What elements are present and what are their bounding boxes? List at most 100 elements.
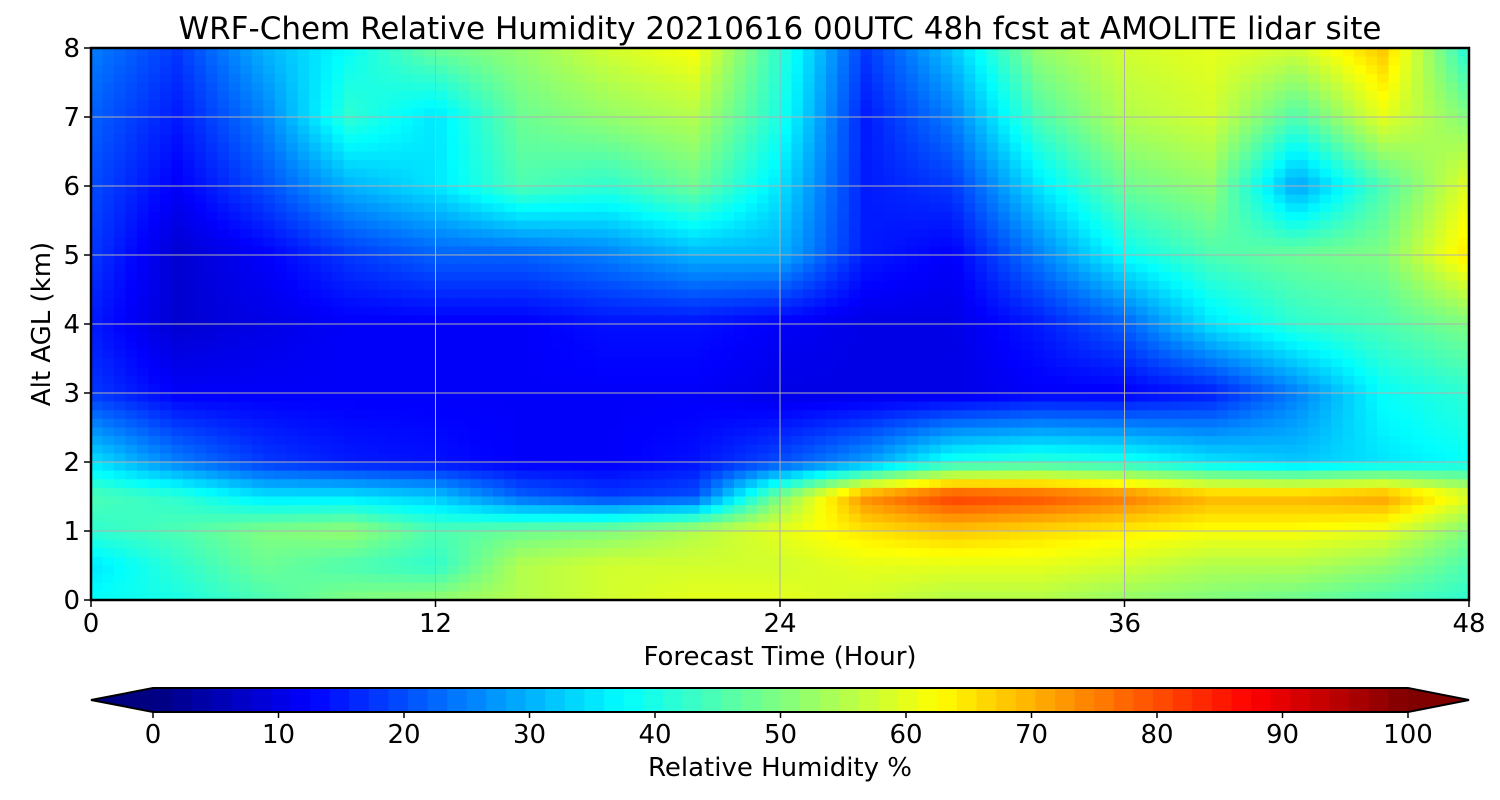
heatmap-cell	[217, 160, 230, 170]
heatmap-cell	[871, 341, 884, 351]
heatmap-cell	[1101, 56, 1114, 66]
heatmap-cell	[91, 393, 104, 403]
heatmap-cell	[619, 229, 632, 239]
heatmap-cell	[1124, 341, 1137, 351]
heatmap-cell	[802, 358, 816, 368]
heatmap-cell	[906, 186, 919, 196]
heatmap-cell	[1193, 306, 1206, 316]
heatmap-cell	[446, 203, 460, 213]
heatmap-cell	[320, 73, 333, 84]
heatmap-cell	[228, 82, 241, 92]
heatmap-cell	[217, 91, 230, 101]
heatmap-cell	[550, 160, 563, 170]
heatmap-cell	[1377, 108, 1390, 118]
heatmap-cell	[1227, 332, 1240, 342]
heatmap-cell	[837, 324, 850, 334]
heatmap-cell	[263, 220, 276, 230]
heatmap-cell	[1331, 186, 1344, 196]
heatmap-cell	[1411, 272, 1424, 282]
heatmap-cell	[159, 142, 172, 153]
heatmap-cell	[802, 263, 816, 273]
heatmap-cell	[1147, 384, 1160, 394]
heatmap-cell	[320, 315, 333, 325]
heatmap-cell	[848, 324, 861, 334]
heatmap-cell	[1239, 375, 1252, 385]
heatmap-cell	[1090, 211, 1103, 222]
heatmap-cell	[802, 298, 816, 308]
heatmap-cell	[1124, 393, 1137, 403]
heatmap-cell	[653, 186, 666, 196]
heatmap-cell	[860, 272, 873, 282]
heatmap-cell	[561, 280, 574, 291]
heatmap-cell	[573, 134, 586, 144]
heatmap-cell	[228, 332, 241, 342]
heatmap-cell	[251, 91, 264, 101]
heatmap-cell	[1377, 142, 1390, 153]
heatmap-cell	[194, 229, 207, 239]
heatmap-cell	[1009, 211, 1022, 222]
heatmap-cell	[492, 349, 505, 360]
heatmap-cell	[734, 246, 747, 256]
heatmap-cell	[492, 203, 505, 213]
heatmap-cell	[343, 168, 356, 178]
heatmap-cell	[768, 151, 781, 161]
heatmap-cell	[240, 194, 253, 204]
heatmap-cell	[159, 246, 172, 256]
heatmap-cell	[171, 177, 184, 187]
heatmap-cell	[1411, 324, 1424, 334]
heatmap-cell	[217, 186, 230, 196]
heatmap-cell	[1388, 56, 1401, 66]
heatmap-cell	[125, 117, 138, 127]
heatmap-cell	[860, 134, 873, 144]
heatmap-cell	[263, 186, 276, 196]
heatmap-cell	[745, 237, 758, 247]
heatmap-cell	[1446, 108, 1459, 118]
heatmap-cell	[894, 332, 907, 342]
heatmap-cell	[561, 99, 574, 109]
heatmap-cell	[883, 367, 896, 377]
heatmap-cell	[1204, 194, 1217, 204]
heatmap-cell	[435, 56, 448, 66]
heatmap-cell	[424, 73, 437, 84]
heatmap-cell	[1388, 160, 1401, 170]
heatmap-cell	[871, 298, 884, 308]
heatmap-cell	[378, 229, 391, 239]
heatmap-cell	[561, 375, 574, 385]
heatmap-cell	[1227, 289, 1240, 299]
heatmap-cell	[561, 229, 574, 239]
heatmap-cell	[1124, 48, 1137, 58]
heatmap-cell	[148, 384, 161, 394]
heatmap-cell	[148, 160, 161, 170]
heatmap-cell	[780, 203, 793, 213]
heatmap-cell	[929, 237, 942, 247]
heatmap-cell	[1262, 142, 1275, 153]
heatmap-cell	[596, 358, 609, 368]
heatmap-cell	[171, 91, 184, 101]
heatmap-cell	[757, 220, 770, 230]
heatmap-cell	[848, 263, 861, 273]
heatmap-cell	[825, 134, 839, 144]
heatmap-cell	[401, 272, 414, 282]
heatmap-cell	[492, 289, 505, 299]
heatmap-cell	[1296, 358, 1309, 368]
heatmap-cell	[274, 341, 287, 351]
heatmap-cell	[791, 255, 804, 265]
heatmap-cell	[1078, 229, 1091, 239]
heatmap-cell	[1044, 246, 1057, 256]
heatmap-cell	[286, 246, 299, 256]
heatmap-cell	[1009, 125, 1022, 135]
heatmap-cell	[1078, 324, 1091, 334]
heatmap-cell	[1262, 168, 1275, 178]
heatmap-cell	[1170, 332, 1183, 342]
heatmap-cell	[917, 272, 930, 282]
heatmap-cell	[676, 211, 689, 222]
heatmap-cell	[1032, 108, 1045, 118]
heatmap-cell	[722, 160, 735, 170]
heatmap-cell	[194, 246, 207, 256]
heatmap-cell	[653, 332, 666, 342]
heatmap-cell	[297, 349, 310, 360]
heatmap-cell	[1067, 237, 1080, 247]
heatmap-cell	[1090, 246, 1103, 256]
heatmap-cell	[1044, 375, 1057, 385]
heatmap-cell	[848, 117, 861, 127]
